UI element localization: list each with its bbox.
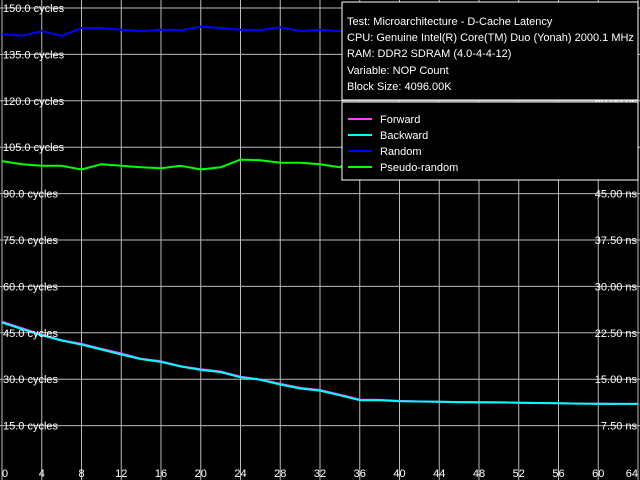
info-cpu: CPU: Genuine Intel(R) Core(TM) Duo (Yona… <box>347 32 634 44</box>
legend: Forward Backward Random Pseudo-random <box>341 101 639 181</box>
x-ticks: 0 4 8 12 16 20 24 28 32 36 40 44 48 52 56 60 64 <box>2 468 638 480</box>
y-left-ticks: 15.0 cycles 30.0 cycles 45.0 cycles 60.0 cy… <box>3 3 65 433</box>
legend-label: Backward <box>380 130 428 142</box>
x-tick-label: 64 <box>626 468 638 480</box>
info-box: Test: Microarchitecture - D-Cache Latenc… <box>341 1 639 101</box>
y-left-tick-label: 15.0 cycles <box>3 421 59 433</box>
info-test: Test: Microarchitecture - D-Cache Latenc… <box>347 16 553 28</box>
y-left-tick-label: 45.0 cycles <box>3 328 59 340</box>
x-tick-label: 16 <box>155 468 167 480</box>
y-right-tick-label: 7.50 ns <box>601 421 638 433</box>
info-block-size: Block Size: 4096.00K <box>347 81 452 93</box>
x-tick-label: 24 <box>234 468 246 480</box>
y-left-tick-label: 75.0 cycles <box>3 235 59 247</box>
x-tick-label: 12 <box>115 468 127 480</box>
y-right-tick-label: 22.50 ns <box>595 328 638 340</box>
y-right-tick-label: 45.00 ns <box>595 189 638 201</box>
x-tick-label: 0 <box>2 468 8 480</box>
y-right-tick-label: 30.00 ns <box>595 281 638 293</box>
y-left-tick-label: 90.0 cycles <box>3 189 59 201</box>
info-ram: RAM: DDR2 SDRAM (4.0-4-4-12) <box>347 48 511 60</box>
y-left-tick-label: 30.0 cycles <box>3 374 59 386</box>
legend-label: Pseudo-random <box>380 162 458 174</box>
info-variable: Variable: NOP Count <box>347 65 449 77</box>
x-tick-label: 32 <box>314 468 326 480</box>
x-tick-label: 56 <box>552 468 564 480</box>
x-tick-label: 8 <box>78 468 84 480</box>
x-tick-label: 44 <box>433 468 445 480</box>
x-tick-label: 48 <box>473 468 485 480</box>
x-tick-label: 36 <box>354 468 366 480</box>
legend-label: Random <box>380 146 422 158</box>
x-tick-label: 52 <box>513 468 525 480</box>
x-tick-label: 60 <box>592 468 604 480</box>
y-left-tick-label: 105.0 cycles <box>3 142 65 154</box>
x-tick-label: 40 <box>393 468 405 480</box>
y-left-tick-label: 120.0 cycles <box>3 96 65 108</box>
y-right-tick-label: 15.00 ns <box>595 374 638 386</box>
x-tick-label: 4 <box>39 468 45 480</box>
y-right-tick-label: 37.50 ns <box>595 235 638 247</box>
x-tick-label: 28 <box>274 468 286 480</box>
y-left-tick-label: 60.0 cycles <box>3 281 59 293</box>
series-line-backward <box>1 321 638 405</box>
y-left-tick-label: 150.0 cycles <box>3 3 65 15</box>
legend-label: Forward <box>380 114 420 126</box>
y-left-tick-label: 135.0 cycles <box>3 49 65 61</box>
x-tick-label: 20 <box>195 468 207 480</box>
